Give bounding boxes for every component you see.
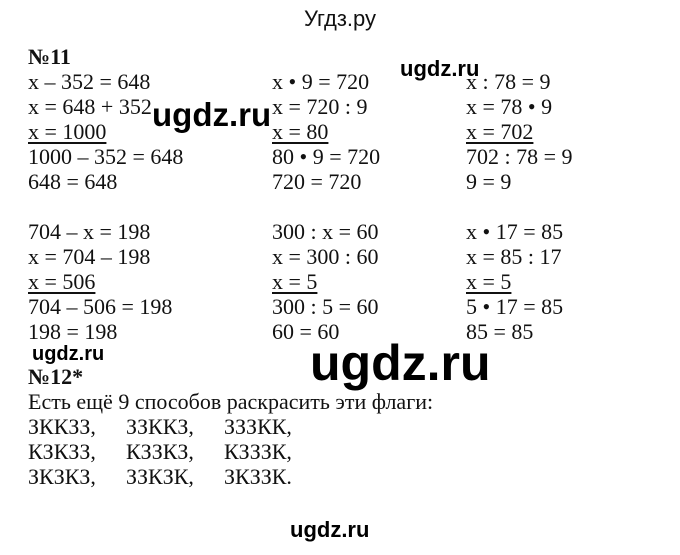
equation-line: x : 78 = 9 bbox=[466, 69, 551, 94]
watermark: ugdz.ru bbox=[290, 517, 370, 542]
equation-line: 704 – x = 198 bbox=[28, 219, 151, 244]
flag-combination: ЗЗКЗК, bbox=[126, 464, 194, 489]
task-12-text: Есть ещё 9 способов раскрасить эти флаги… bbox=[28, 389, 434, 414]
equation-line: 300 : x = 60 bbox=[272, 219, 379, 244]
task-12-label: №12* bbox=[28, 364, 84, 389]
flag-combination: ЗЗЗКК, bbox=[224, 414, 292, 439]
equation-line: 9 = 9 bbox=[466, 169, 512, 194]
equation-line: 60 = 60 bbox=[272, 319, 340, 344]
equation-line: 704 – 506 = 198 bbox=[28, 294, 173, 319]
equation-line: x – 352 = 648 bbox=[28, 69, 151, 94]
equation-answer: x = 80 bbox=[272, 119, 329, 144]
page-title: Угдз.ру bbox=[303, 6, 377, 31]
equation-line: x • 17 = 85 bbox=[466, 219, 564, 244]
equation-line: x = 704 – 198 bbox=[28, 244, 151, 269]
equation-line: 720 = 720 bbox=[272, 169, 362, 194]
equation-line: 300 : 5 = 60 bbox=[272, 294, 379, 319]
flag-combination: КЗКЗЗ, bbox=[28, 439, 96, 464]
equation-line: 648 = 648 bbox=[28, 169, 118, 194]
watermark: ugdz.ru bbox=[400, 56, 480, 81]
equation-answer: x = 5 bbox=[272, 269, 318, 294]
equation-line: 5 • 17 = 85 bbox=[466, 294, 564, 319]
equation-answer: x = 506 bbox=[28, 269, 96, 294]
equation-line: x = 78 • 9 bbox=[466, 94, 553, 119]
equation-line: 1000 – 352 = 648 bbox=[28, 144, 184, 169]
equation-line: 85 = 85 bbox=[466, 319, 534, 344]
task-11-label: №11 bbox=[28, 44, 71, 69]
flag-combination: КЗЗЗК, bbox=[224, 439, 292, 464]
equation-line: x = 300 : 60 bbox=[272, 244, 379, 269]
flag-combination: ЗКЗКЗ, bbox=[28, 464, 96, 489]
equation-answer: x = 1000 bbox=[28, 119, 107, 144]
equation-line: x = 85 : 17 bbox=[466, 244, 562, 269]
equation-line: 198 = 198 bbox=[28, 319, 118, 344]
flag-combination: ЗКЗЗК. bbox=[224, 464, 292, 489]
flag-combination: КЗЗКЗ, bbox=[126, 439, 194, 464]
equation-line: x = 648 + 352 bbox=[28, 94, 152, 119]
equation-line: 80 • 9 = 720 bbox=[272, 144, 381, 169]
equation-line: x • 9 = 720 bbox=[272, 69, 370, 94]
equation-answer: x = 702 bbox=[466, 119, 534, 144]
watermark: ugdz.ru bbox=[152, 96, 272, 133]
equation-line: x = 720 : 9 bbox=[272, 94, 368, 119]
watermark: ugdz.ru bbox=[310, 335, 491, 391]
flag-combination: ЗККЗЗ, bbox=[28, 414, 96, 439]
equation-answer: x = 5 bbox=[466, 269, 512, 294]
equation-line: 702 : 78 = 9 bbox=[466, 144, 573, 169]
flag-combination: ЗЗККЗ, bbox=[126, 414, 194, 439]
watermark: ugdz.ru bbox=[32, 343, 105, 365]
